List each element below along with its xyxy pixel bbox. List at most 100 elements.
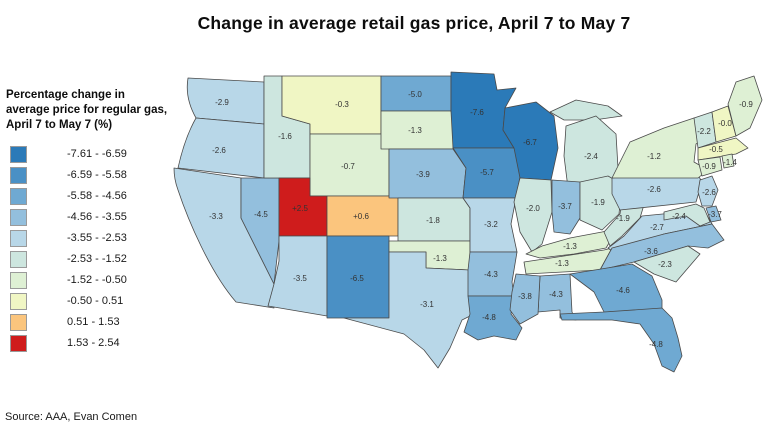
us-choropleth-map: -2.9 -2.6 -3.3 -4.5 -1.6 -0.3 -0.7 +2.5 +0.6 -3.5… [173, 71, 763, 373]
state-value-label: -3.7 [558, 202, 572, 211]
state-MI-upper-peninsula [549, 99, 623, 121]
state-value-label: -7.6 [470, 108, 484, 117]
legend-swatch [10, 229, 27, 247]
state-value-label: -2.4 [584, 152, 598, 161]
state-DE [705, 205, 722, 223]
legend-row: -6.59 - -5.58 [6, 165, 171, 186]
legend-swatch [10, 187, 27, 205]
state-value-label: -3.6 [644, 247, 658, 256]
state-value-label: -1.8 [426, 216, 440, 225]
legend-bin-label: -6.59 - -5.58 [67, 169, 127, 182]
state-value-label: -1.3 [563, 242, 577, 251]
legend-row: -1.52 - -0.50 [6, 270, 171, 291]
legend-bin-label: 1.53 - 2.54 [67, 337, 120, 350]
state-value-label: -2.6 [212, 146, 226, 155]
legend-bin-label: -3.55 - -2.53 [67, 232, 127, 245]
state-value-label: -3.2 [484, 220, 498, 229]
state-value-label: -2.3 [658, 260, 672, 269]
state-value-label: -4.8 [649, 340, 663, 349]
legend-row: -2.53 - -1.52 [6, 249, 171, 270]
legend-swatch [10, 145, 27, 163]
legend-swatch [10, 313, 27, 331]
legend-swatch [10, 292, 27, 310]
state-value-label: -3.8 [518, 292, 532, 301]
state-CA [173, 167, 275, 309]
legend-rows: -7.61 - -6.59 -6.59 - -5.58 -5.58 - -4.56 -… [6, 144, 171, 354]
legend: Percentage change in average price for r… [6, 88, 171, 354]
state-value-label: -4.8 [482, 313, 496, 322]
state-value-label: -6.7 [523, 138, 537, 147]
state-FL [559, 307, 683, 373]
source-credit: Source: AAA, Evan Comen [5, 411, 138, 423]
state-NJ [697, 175, 719, 207]
state-value-label: -4.3 [484, 270, 498, 279]
legend-bin-label: -1.52 - -0.50 [67, 274, 127, 287]
state-ME [727, 75, 763, 137]
legend-row: -7.61 - -6.59 [6, 144, 171, 165]
state-value-label: -4.5 [254, 210, 268, 219]
legend-swatch [10, 208, 27, 226]
state-value-label: -3.7 [708, 210, 722, 219]
state-value-label: -3.5 [293, 274, 307, 283]
state-CT [697, 156, 723, 177]
state-value-label: -2.6 [702, 188, 716, 197]
state-IL [513, 177, 553, 253]
state-value-label: -4.6 [616, 286, 630, 295]
state-TX [343, 251, 481, 369]
state-value-label: -0.5 [709, 145, 723, 154]
state-value-label: -2.6 [647, 185, 661, 194]
state-GA [569, 263, 663, 313]
legend-bin-label: -7.61 - -6.59 [67, 148, 127, 161]
state-value-label: -1.4 [723, 158, 737, 167]
legend-bin-label: -2.53 - -1.52 [67, 253, 127, 266]
state-value-label: -2.7 [650, 223, 664, 232]
legend-bin-label: -5.58 - -4.56 [67, 190, 127, 203]
legend-row: 0.51 - 1.53 [6, 312, 171, 333]
state-value-label: -5.0 [408, 90, 422, 99]
state-value-label: -2.0 [526, 204, 540, 213]
legend-bin-label: -4.56 - -3.55 [67, 211, 127, 224]
legend-row: 1.53 - 2.54 [6, 333, 171, 354]
state-value-label: -1.2 [647, 152, 661, 161]
legend-row: -3.55 - -2.53 [6, 228, 171, 249]
state-value-label: -0.9 [739, 100, 753, 109]
legend-row: -5.58 - -4.56 [6, 186, 171, 207]
state-MS [509, 273, 541, 325]
state-value-label: -3.1 [420, 300, 434, 309]
state-value-label: -0.3 [335, 100, 349, 109]
state-RI [721, 153, 735, 169]
legend-bin-label: 0.51 - 1.53 [67, 316, 120, 329]
state-SC [633, 245, 701, 283]
state-MA [697, 137, 749, 161]
state-value-label: -1.9 [616, 214, 630, 223]
state-value-label: -1.3 [433, 254, 447, 263]
legend-row: -0.50 - 0.51 [6, 291, 171, 312]
state-value-label: -2.9 [215, 98, 229, 107]
state-value-label: -1.3 [408, 126, 422, 135]
state-MD [663, 203, 711, 227]
state-value-label: -0.9 [702, 162, 716, 171]
state-value-label: -3.3 [209, 212, 223, 221]
state-OH [579, 175, 623, 231]
legend-swatch [10, 271, 27, 289]
legend-title: Percentage change in average price for r… [6, 89, 168, 131]
state-value-label: -5.7 [480, 168, 494, 177]
state-OR [177, 117, 265, 179]
legend-swatch [10, 250, 27, 268]
state-value-label: -1.9 [591, 198, 605, 207]
state-value-label: -3.9 [416, 170, 430, 179]
state-value-label: -0.7 [341, 162, 355, 171]
chart-title: Change in average retail gas price, Apri… [197, 13, 631, 33]
state-NY [611, 117, 711, 179]
state-value-label: -1.3 [555, 259, 569, 268]
state-value-label: +2.5 [292, 204, 308, 213]
state-value-label: -6.5 [350, 274, 364, 283]
state-value-label: -4.3 [549, 290, 563, 299]
state-value-label: -0.0 [718, 119, 732, 128]
state-value-label: -2.4 [672, 212, 686, 221]
legend-row: -4.56 - -3.55 [6, 207, 171, 228]
state-value-label: -1.6 [278, 132, 292, 141]
legend-swatch [10, 334, 27, 352]
legend-bin-label: -0.50 - 0.51 [67, 295, 124, 308]
